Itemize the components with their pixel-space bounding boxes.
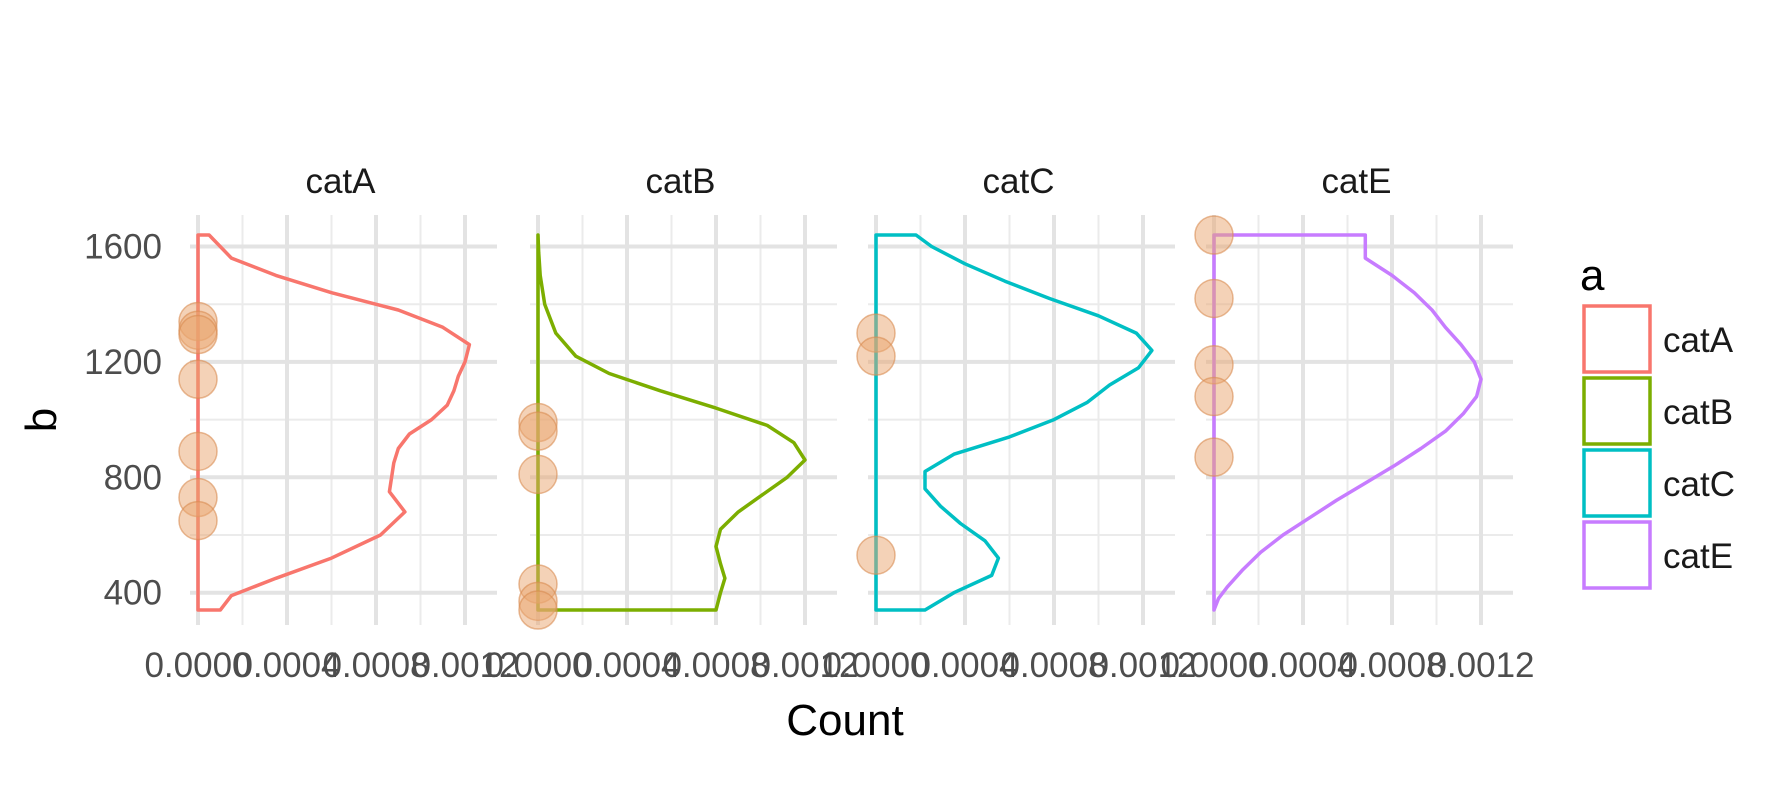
x-tick-label-cate: 0.0008 xyxy=(1338,646,1445,685)
legend-key xyxy=(1582,448,1652,518)
data-point-cata xyxy=(178,359,218,399)
legend-label: catA xyxy=(1663,321,1734,360)
x-tick-label-cate: 0.0000 xyxy=(1160,646,1267,685)
data-point-catb xyxy=(518,411,558,451)
data-point-cata xyxy=(178,314,218,355)
legend-key xyxy=(1582,376,1652,446)
data-point-catc xyxy=(856,535,896,575)
density-outline-catc xyxy=(874,233,1154,612)
facet-label-cate: catE xyxy=(1321,162,1391,201)
legend-key xyxy=(1582,304,1652,374)
x-tick-label-cate: 0.0004 xyxy=(1249,646,1356,685)
data-point-cate xyxy=(1194,437,1234,477)
density-outline-catb xyxy=(536,233,807,612)
data-point-catb xyxy=(518,590,558,630)
x-axis-title: Count xyxy=(786,696,903,745)
y-tick-label: 800 xyxy=(104,458,162,497)
x-tick-label-cate: 0.0012 xyxy=(1427,646,1534,685)
data-point-cata xyxy=(178,431,218,472)
facet-label-catc: catC xyxy=(983,162,1055,201)
facet-label-catb: catB xyxy=(645,162,715,201)
x-tick-label-catb: 0.0008 xyxy=(662,646,769,685)
density-outline-cate xyxy=(1212,233,1483,612)
legend-key xyxy=(1582,520,1652,590)
y-tick-label: 1200 xyxy=(84,343,162,382)
data-point-cate xyxy=(1194,215,1234,255)
x-tick-label-cata: 0.0004 xyxy=(233,646,340,685)
data-point-cate xyxy=(1194,376,1234,417)
x-tick-label-catc: 0.0008 xyxy=(1000,646,1107,685)
y-axis-title: b xyxy=(17,408,66,432)
data-point-catb xyxy=(518,454,558,495)
facet-label-cata: catA xyxy=(305,162,376,201)
y-tick-label: 400 xyxy=(104,574,162,613)
x-tick-label-catb: 0.0004 xyxy=(573,646,680,685)
x-tick-label-catb: 0.0012 xyxy=(751,646,858,685)
legend-label: catB xyxy=(1663,393,1733,432)
legend-title: a xyxy=(1580,251,1605,300)
x-tick-label-cata: 0.0012 xyxy=(411,646,518,685)
x-tick-label-catc: 0.0012 xyxy=(1089,646,1196,685)
data-point-cate xyxy=(1194,278,1234,319)
legend-label: catC xyxy=(1663,465,1735,504)
data-point-catc xyxy=(856,336,896,376)
x-tick-label-cata: 0.0000 xyxy=(144,646,251,685)
density-outline-cata xyxy=(196,233,472,612)
x-tick-label-catc: 0.0000 xyxy=(822,646,929,685)
x-tick-label-catb: 0.0000 xyxy=(484,646,591,685)
x-tick-label-catc: 0.0004 xyxy=(911,646,1018,685)
legend-label: catE xyxy=(1663,537,1733,576)
data-point-cata xyxy=(178,500,218,541)
x-tick-label-cata: 0.0008 xyxy=(322,646,429,685)
y-tick-label: 1600 xyxy=(84,228,162,267)
